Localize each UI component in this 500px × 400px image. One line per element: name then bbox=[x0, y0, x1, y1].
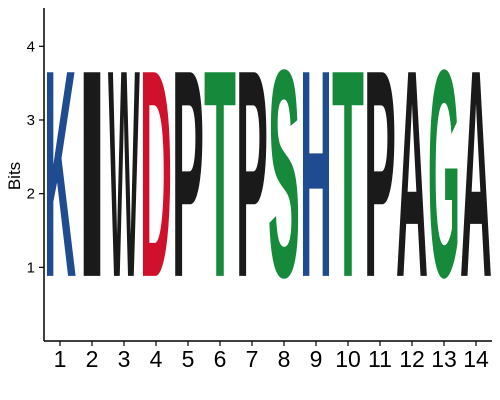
y-tick-label: 3 bbox=[27, 112, 35, 129]
logo-letter-g-pos-13: G bbox=[428, 8, 460, 339]
y-tick-label: 4 bbox=[27, 38, 35, 55]
position-label: 6 bbox=[214, 346, 227, 372]
logo-letter-a-pos-14: A bbox=[460, 7, 492, 338]
position-label: 2 bbox=[86, 346, 99, 372]
position-label: 13 bbox=[431, 346, 457, 372]
y-tick-label: 2 bbox=[27, 186, 35, 203]
logo-letter-i-pos-2: I bbox=[76, 8, 108, 339]
x-axis-ticks: 1 2 3 4 5 6 7 8 9 10 11 12 13 14 bbox=[54, 341, 489, 372]
position-label: 14 bbox=[463, 346, 489, 372]
position-label: 5 bbox=[182, 346, 195, 372]
position-label: 1 bbox=[54, 346, 67, 372]
position-label: 4 bbox=[150, 346, 163, 372]
logo-letter-p-pos-11: P bbox=[364, 8, 396, 339]
position-label: 8 bbox=[278, 346, 291, 372]
y-tick-label: 1 bbox=[27, 259, 35, 276]
position-label: 10 bbox=[335, 346, 361, 372]
position-label: 12 bbox=[399, 346, 425, 372]
logo-letter-t-pos-6: T bbox=[204, 10, 236, 340]
position-label: 7 bbox=[246, 346, 259, 372]
position-label: 3 bbox=[118, 346, 131, 372]
logo-letter-a-pos-12: A bbox=[396, 7, 428, 338]
y-axis-ticks: 1 2 3 4 bbox=[27, 38, 44, 276]
logo-letter-h-pos-9: H bbox=[300, 7, 332, 338]
logo-letter-d-pos-4: D bbox=[140, 7, 172, 338]
logo-letter-p-pos-7: P bbox=[236, 8, 268, 339]
y-axis-title: Bits bbox=[5, 162, 24, 190]
position-label: 9 bbox=[310, 346, 323, 372]
position-label: 11 bbox=[368, 346, 392, 372]
logo-letter-k-pos-1: K bbox=[44, 7, 76, 338]
logo-letter-w-pos-3: W bbox=[108, 7, 140, 339]
logo-letter-s-pos-8: S bbox=[268, 8, 300, 339]
logo-letter-t-pos-10: T bbox=[332, 10, 364, 340]
logo-letter-p-pos-5: P bbox=[172, 8, 204, 339]
